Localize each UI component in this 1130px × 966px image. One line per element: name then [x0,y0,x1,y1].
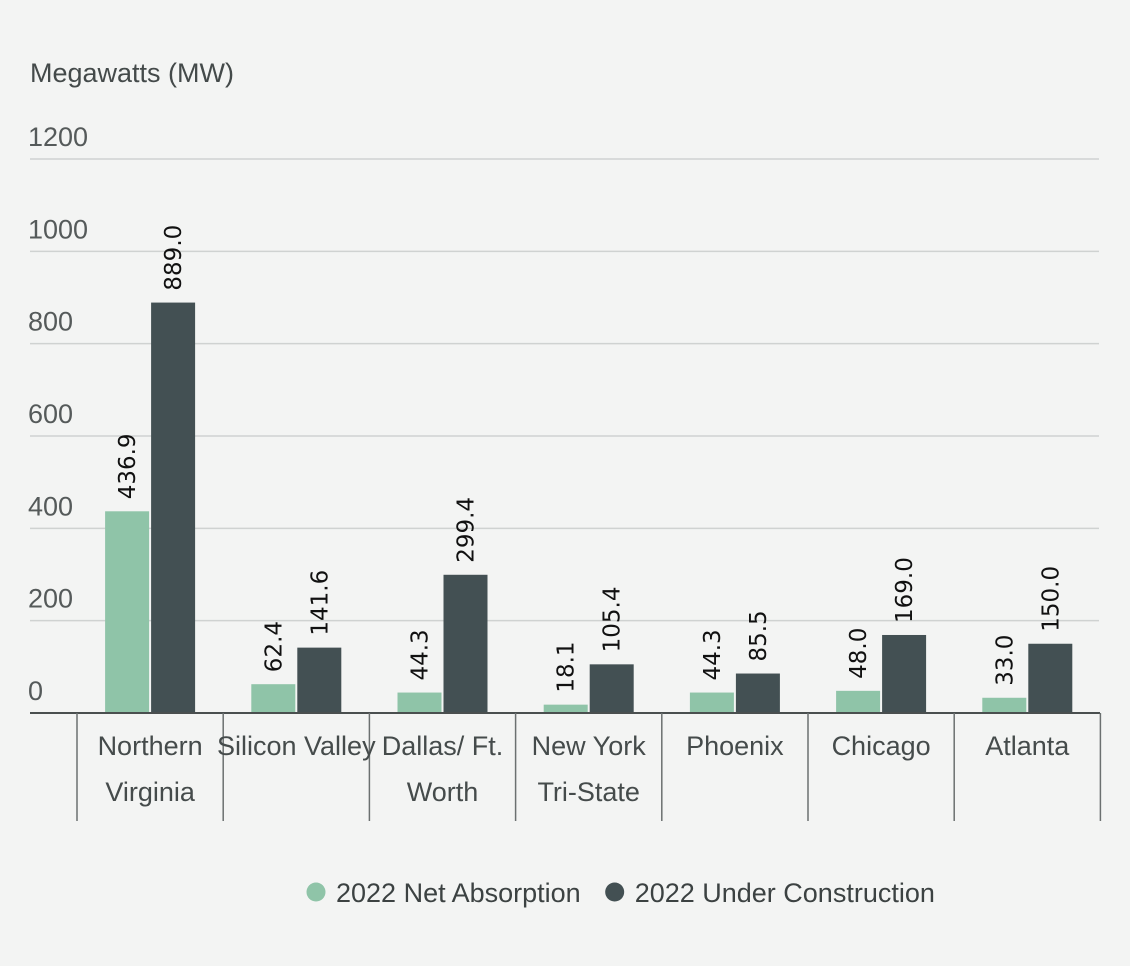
legend-label: 2022 Net Absorption [336,878,581,908]
data-label: 48.0 [846,628,872,679]
bar [882,634,927,713]
data-label: 105.4 [600,586,626,652]
y-tick-label: 1000 [28,214,88,244]
y-tick-label: 1200 [28,122,88,152]
category-label: Northern [98,731,203,761]
data-label: 33.0 [992,635,1018,686]
legend: 2022 Net Absorption 2022 Under Constructi… [306,878,935,908]
category-labels: Northern Virginia Silicon Valley Dallas/ Ft… [98,731,1071,807]
category-label: Tri-State [537,777,640,807]
data-label: 44.3 [700,629,726,680]
category-label: Virginia [105,777,196,807]
data-label: 299.4 [454,497,480,563]
bar [543,704,588,713]
bar [589,664,634,713]
legend-swatch [306,882,326,902]
category-label: Chicago [832,731,931,761]
category-label: Worth [407,777,479,807]
bar [689,692,734,713]
data-label: 44.3 [408,629,434,680]
y-tick-labels: 0 200 400 600 800 1000 1200 [28,122,88,706]
y-tick-label: 200 [28,584,73,614]
data-labels: 436.9 889.0 62.4 141.6 44.3 299.4 18.1 105.4 44.… [115,225,1064,693]
bar [982,697,1027,713]
y-tick-label: 800 [28,307,73,337]
legend-swatch [605,882,625,902]
category-label: Atlanta [985,731,1070,761]
bar [251,684,296,713]
bar [443,574,488,713]
data-label: 169.0 [892,557,918,623]
y-axis-title: Megawatts (MW) [30,58,234,88]
data-label: 889.0 [161,225,187,291]
data-label: 85.5 [746,610,772,661]
data-label: 150.0 [1038,566,1064,632]
y-tick-label: 400 [28,491,73,521]
data-label: 141.6 [307,570,333,636]
category-label: New York [532,731,647,761]
data-label: 436.9 [115,433,141,499]
bar [735,673,780,713]
gridlines [30,158,1099,622]
legend-label: 2022 Under Construction [635,878,935,908]
bars [105,302,1073,713]
category-label: Silicon Valley [217,731,376,761]
bar [297,647,342,713]
bar [1028,643,1073,713]
y-tick-label: 600 [28,399,73,429]
data-label: 62.4 [261,621,287,672]
bar [397,692,442,713]
bar [151,302,196,713]
data-label: 18.1 [554,641,580,692]
bar [836,690,881,713]
y-tick-label: 0 [28,676,43,706]
category-label: Phoenix [686,731,784,761]
bar [105,511,150,713]
x-axis [30,712,1102,821]
category-label: Dallas/ Ft. [382,731,504,761]
